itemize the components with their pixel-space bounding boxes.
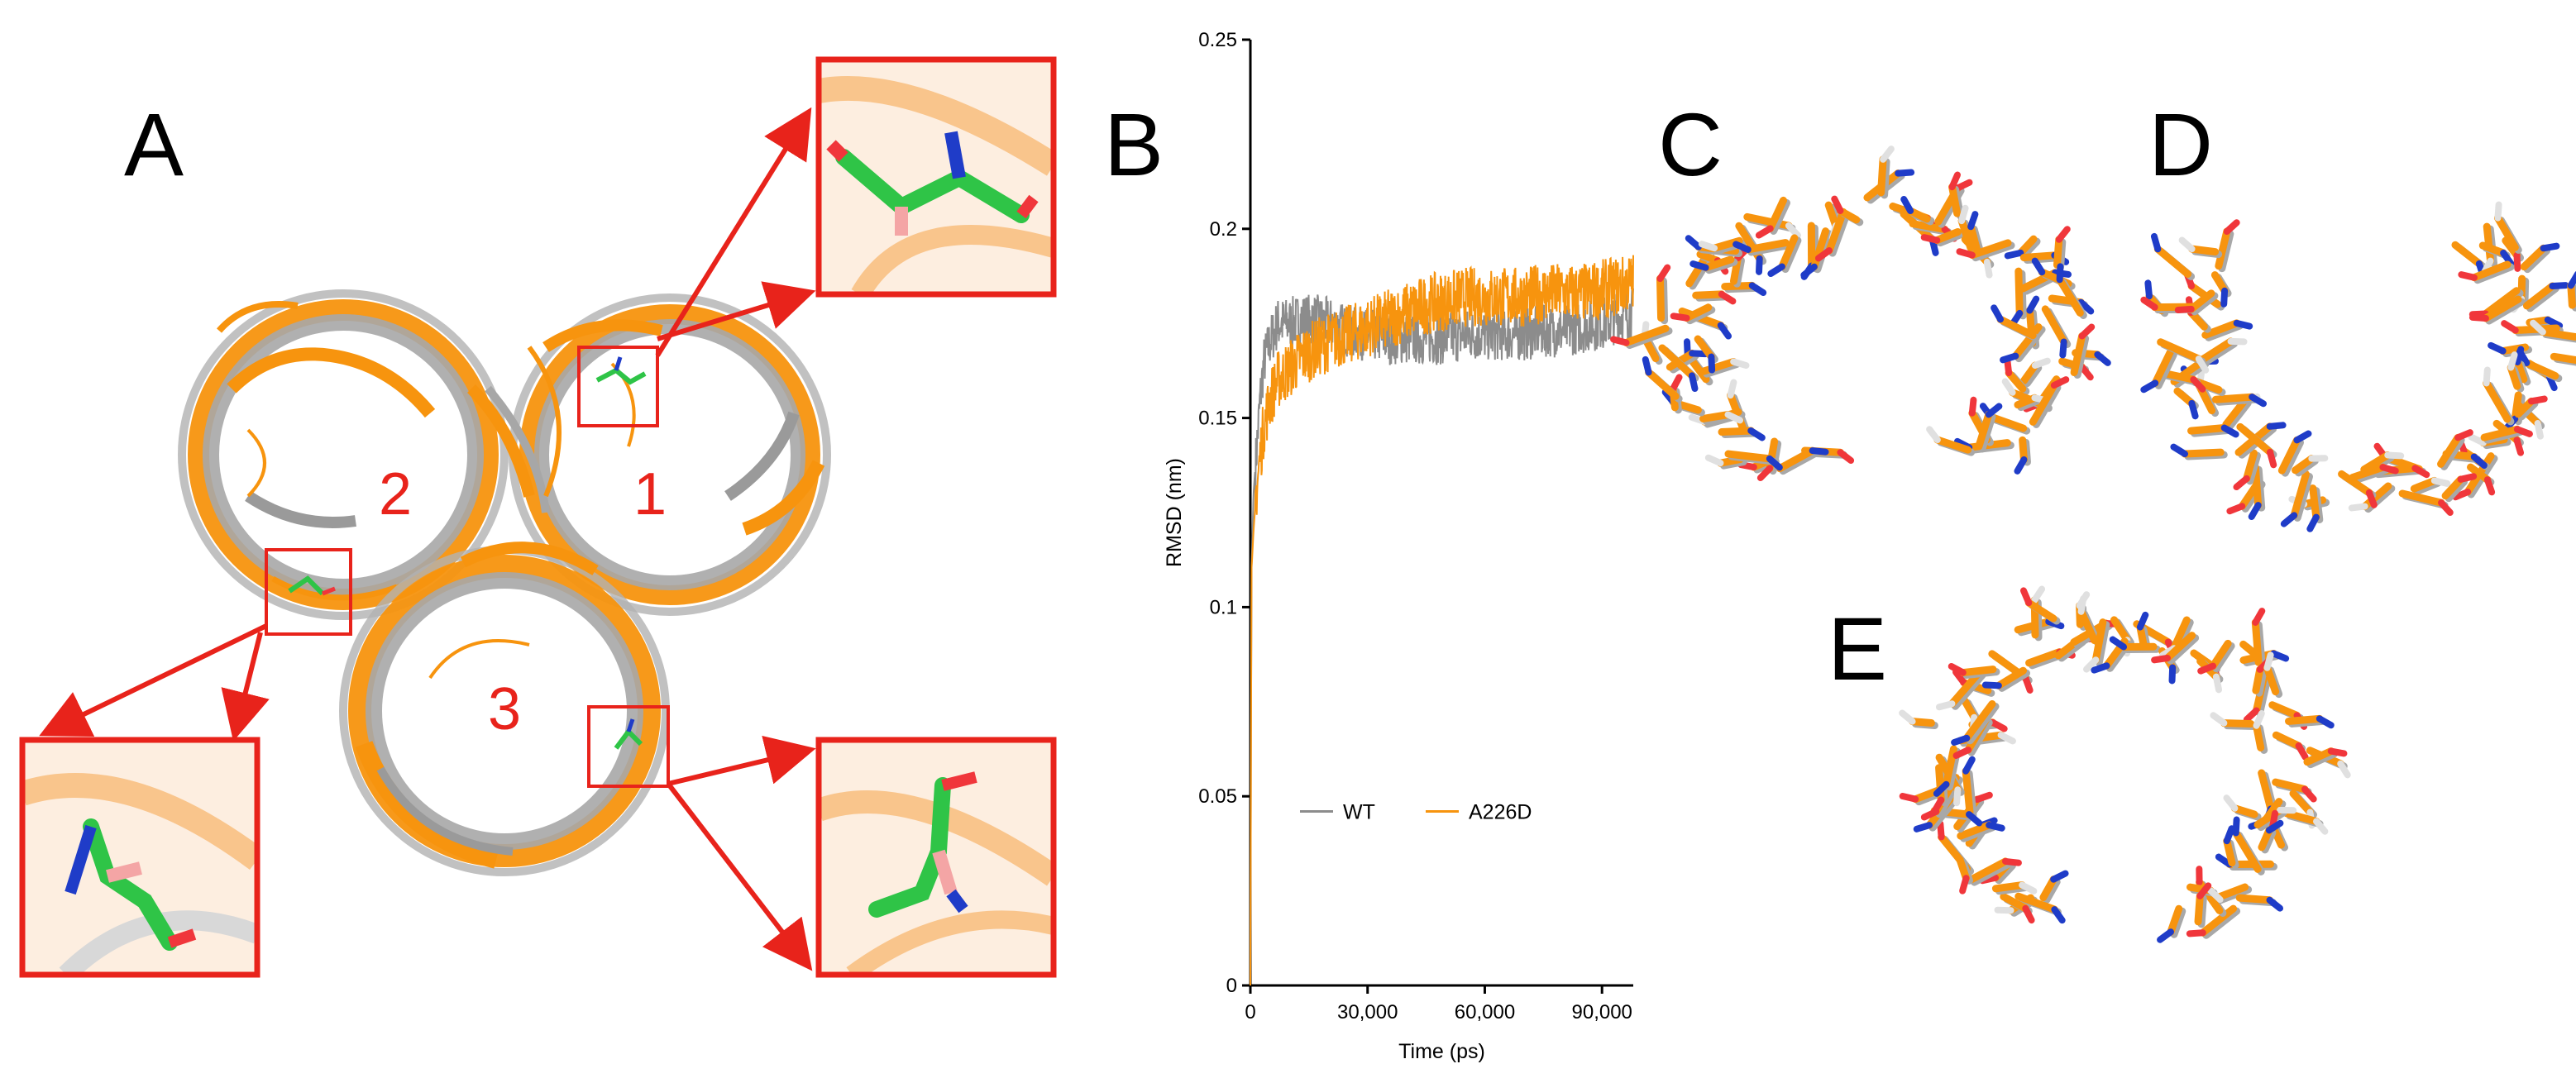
residue-highlight-box-3 <box>587 705 670 788</box>
panel-a: A <box>19 56 1057 978</box>
zoom-arrows <box>39 107 816 971</box>
subunit-3-structure <box>339 542 670 876</box>
y-axis-title: RMSD (nm) <box>1163 458 1186 567</box>
y-tick-label: 0 <box>1226 975 1237 997</box>
legend-label-wt: WT <box>1343 801 1375 824</box>
panel-b-label: B <box>1104 94 1164 194</box>
residue-highlight-box-1 <box>577 346 659 427</box>
x-tick-label: 0 <box>1245 1001 1255 1023</box>
residue-highlight-box-2 <box>265 548 352 636</box>
y-tick-label: 0.1 <box>1210 596 1237 618</box>
residue-ring-c <box>1610 146 2111 482</box>
residue-sticks-small <box>288 356 647 750</box>
series-line-a226d <box>1250 255 1634 986</box>
zoom-inset-2 <box>19 737 260 978</box>
subunit-1-structure <box>509 293 831 616</box>
panel-d-label: D <box>2148 94 2213 194</box>
panel-c: C <box>1610 94 2111 482</box>
y-tick-label: 0.2 <box>1210 218 1237 241</box>
series-line-wt <box>1250 287 1634 986</box>
subunit-3-label: 3 <box>488 676 521 742</box>
zoom-inset-1 <box>815 56 1057 298</box>
subunit-1-label: 1 <box>633 461 667 527</box>
panel-d: D <box>2140 94 2576 532</box>
legend-label-a226d: A226D <box>1469 801 1532 824</box>
residue-ring-d <box>2140 201 2576 532</box>
zoom-inset-3 <box>815 737 1057 978</box>
y-tick-label: 0.25 <box>1198 29 1237 51</box>
residue-ring-e <box>1899 585 2351 943</box>
x-tick-label: 30,000 <box>1337 1001 1398 1023</box>
panel-e: E <box>1828 585 2351 943</box>
panel-e-label: E <box>1828 599 1887 699</box>
x-axis-title: Time (ps) <box>1398 1040 1485 1063</box>
panel-c-label: C <box>1658 94 1723 194</box>
rmsd-chart: 0 0.05 0.1 0.15 0.2 0.25 0 30,000 60,000 90,000 Ti… <box>1163 29 1634 1063</box>
trimer-interface <box>467 346 562 513</box>
subunit-2-label: 2 <box>379 461 412 527</box>
x-tick-label: 60,000 <box>1455 1001 1515 1023</box>
x-tick-label: 90,000 <box>1572 1001 1632 1023</box>
subunit-2-structure <box>178 289 509 620</box>
panel-a-label: A <box>124 94 184 194</box>
panel-b: B 0 0.05 0.1 0.15 0.2 0.25 0 30,000 60,000 90,000… <box>1104 29 1634 1063</box>
y-tick-label: 0.05 <box>1198 785 1237 808</box>
y-tick-label: 0.15 <box>1198 408 1237 430</box>
